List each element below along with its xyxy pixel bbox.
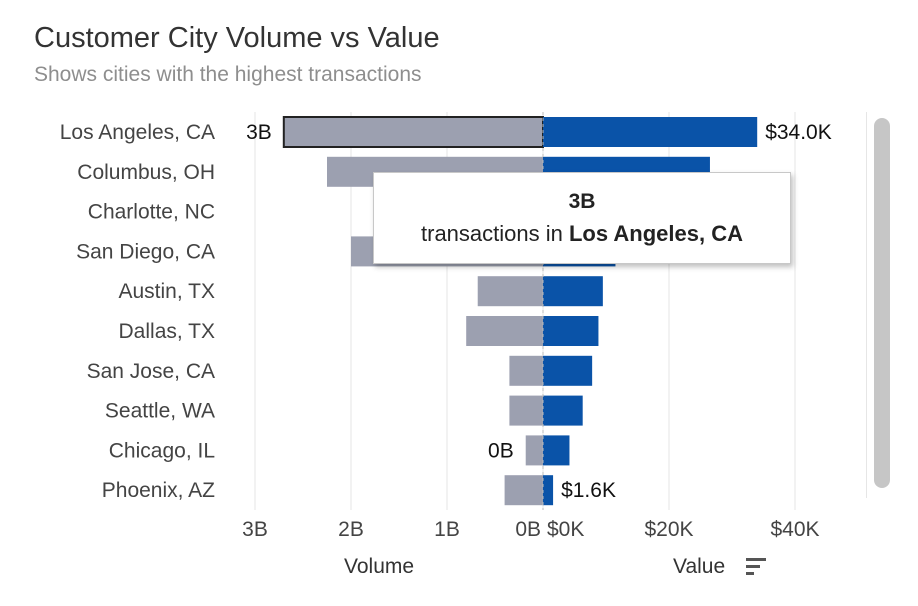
category-label: Chicago, IL (109, 439, 215, 462)
category-label: Phoenix, AZ (102, 479, 215, 502)
tooltip: 3B transactions in Los Angeles, CA (373, 172, 791, 264)
data-label: $1.6K (561, 479, 616, 502)
volume-axis-label: Volume (344, 555, 415, 578)
value-bar (543, 475, 554, 506)
category-label: Dallas, TX (119, 320, 215, 343)
category-label: San Diego, CA (76, 240, 215, 263)
category-label: Charlotte, NC (88, 201, 215, 224)
volume-tick-label: 0B (515, 518, 541, 541)
volume-tick-label: 2B (338, 518, 364, 541)
volume-bar (504, 475, 543, 506)
value-bar (543, 316, 599, 346)
category-label: Austin, TX (119, 280, 216, 303)
volume-bar (282, 116, 544, 148)
value-tick-label: $20K (644, 518, 693, 541)
volume-bar (525, 435, 543, 466)
value-bar (543, 395, 583, 426)
volume-bar (509, 355, 543, 386)
volume-bar (466, 316, 543, 346)
tooltip-city: Los Angeles, CA (568, 221, 743, 246)
value-axis-label: Value (673, 555, 726, 578)
category-label: Los Angeles, CA (60, 121, 215, 144)
value-tick-label: $0K (547, 518, 584, 541)
volume-tick-label: 3B (242, 518, 268, 541)
value-bar (543, 117, 758, 147)
category-label: San Jose, CA (87, 360, 215, 383)
data-label: 0B (488, 439, 514, 462)
data-label: $34.0K (765, 121, 832, 144)
category-label: Columbus, OH (77, 161, 215, 184)
value-bar (543, 276, 603, 307)
scrollbar-thumb[interactable] (874, 118, 890, 488)
chart-subtitle: Shows cities with the highest transactio… (34, 63, 422, 86)
chart-title: Customer City Volume vs Value (34, 22, 440, 54)
tooltip-text: transactions in Los Angeles, CA (374, 221, 790, 247)
value-bar (543, 435, 570, 466)
tooltip-value: 3B (568, 190, 596, 213)
value-bar (543, 355, 593, 386)
category-label: Seattle, WA (105, 400, 215, 423)
sort-descending-icon[interactable] (746, 558, 766, 576)
data-label: 3B (246, 121, 272, 144)
volume-bar (477, 276, 543, 307)
value-tick-label: $40K (770, 518, 819, 541)
volume-tick-label: 1B (434, 518, 460, 541)
volume-bar (509, 395, 543, 426)
tooltip-prefix: transactions in (421, 221, 563, 246)
